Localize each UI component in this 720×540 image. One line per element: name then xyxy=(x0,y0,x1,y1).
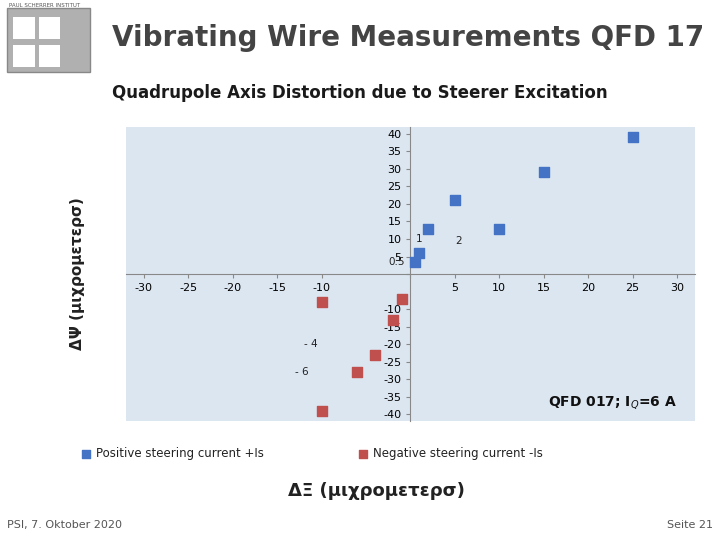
Text: - 4: - 4 xyxy=(304,339,318,349)
Point xyxy=(409,258,420,266)
Point xyxy=(396,294,408,303)
Bar xyxy=(13,45,35,66)
Point xyxy=(316,407,328,415)
Point xyxy=(627,133,639,141)
Text: Seite 21: Seite 21 xyxy=(667,520,713,530)
Bar xyxy=(39,45,60,66)
Text: PSI, 7. Oktober 2020: PSI, 7. Oktober 2020 xyxy=(7,520,122,530)
Text: QFD 017; I$_Q$=6 A: QFD 017; I$_Q$=6 A xyxy=(548,394,677,411)
Bar xyxy=(13,17,35,39)
Text: Vibrating Wire Measurements QFD 17: Vibrating Wire Measurements QFD 17 xyxy=(112,24,704,52)
Text: ΔΞ (μιχρομετερσ): ΔΞ (μιχρομετερσ) xyxy=(288,482,464,501)
Text: PAUL SCHERRER INSTITUT: PAUL SCHERRER INSTITUT xyxy=(9,3,80,8)
Text: Positive steering current +Is: Positive steering current +Is xyxy=(96,447,264,460)
Point xyxy=(663,278,675,286)
Text: 1: 1 xyxy=(416,234,423,244)
Text: 2: 2 xyxy=(455,235,462,246)
Text: Quadrupole Axis Distortion due to Steerer Excitation: Quadrupole Axis Distortion due to Steere… xyxy=(112,84,608,102)
Point xyxy=(316,298,328,306)
Text: Negative steering current -Is: Negative steering current -Is xyxy=(373,447,543,460)
Point xyxy=(538,168,549,177)
Point xyxy=(423,224,434,233)
Bar xyxy=(39,17,60,39)
Point xyxy=(351,368,363,376)
Point xyxy=(369,350,381,359)
Text: 0.5: 0.5 xyxy=(389,257,405,267)
Point xyxy=(493,224,505,233)
Bar xyxy=(7,8,90,72)
Point xyxy=(413,249,425,258)
Text: - 6: - 6 xyxy=(295,367,308,377)
Point xyxy=(387,315,398,324)
Point xyxy=(449,196,461,205)
Text: ΔΨ (μιχρομετερσ): ΔΨ (μιχρομετερσ) xyxy=(71,198,86,350)
